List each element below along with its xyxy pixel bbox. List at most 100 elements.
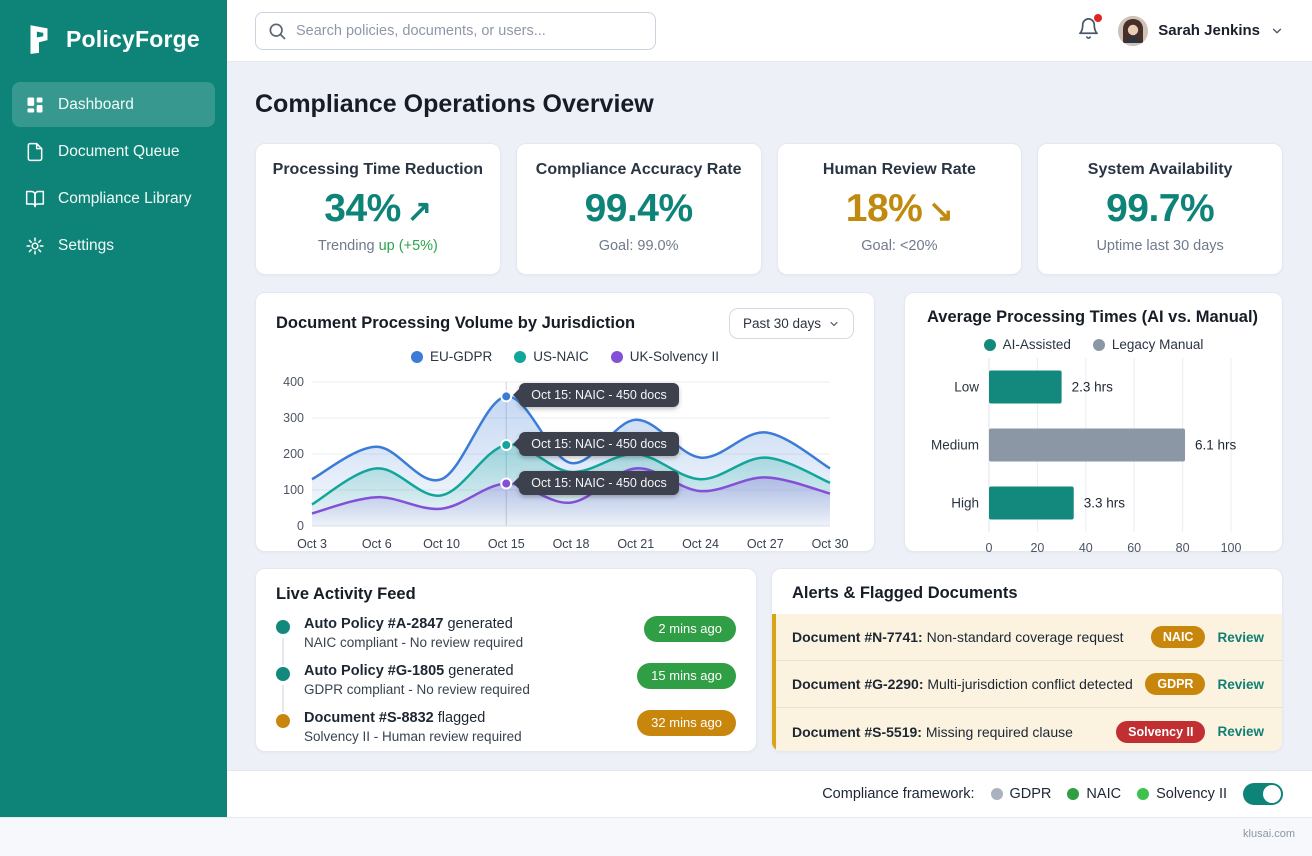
legend-item: AI-Assisted [983,337,1071,352]
time-badge: 2 mins ago [644,616,736,642]
kpi-title: Human Review Rate [822,161,976,178]
user-menu[interactable]: Sarah Jenkins [1118,15,1284,46]
review-link[interactable]: Review [1217,676,1264,692]
legend-item: US-NAIC [514,349,589,364]
svg-text:20: 20 [1030,541,1044,555]
svg-text:High: High [951,496,979,511]
sidebar-item-settings[interactable]: Settings [12,223,215,268]
chart-tooltip: Oct 15: NAIC - 450 docs [513,470,679,495]
svg-text:Oct 24: Oct 24 [682,537,719,551]
topbar-right: Sarah Jenkins [1077,13,1312,46]
status-dot [276,714,290,728]
kpi-title: System Availability [1087,161,1233,178]
svg-text:Oct 30: Oct 30 [812,537,849,551]
kpi-card-availability: System Availability 99.7% Uptime last 30… [1037,143,1283,275]
legend-item: Legacy Manual [1092,337,1203,352]
svg-text:0: 0 [297,519,304,533]
alerts-list: Document #N-7741: Non-standard coverage … [772,614,1282,751]
kpi-card-human-review: Human Review Rate 18% ↘ Goal: <20% [776,143,1023,275]
bottom-row: Live Activity Feed Auto Policy #A-2847 g… [255,568,1283,752]
framework-toggle[interactable] [1243,783,1283,805]
alert-text: Document #N-7741: Non-standard coverage … [792,629,1124,645]
legend-dot [1067,788,1080,800]
kpi-value: 99.4% [584,187,694,230]
brand-logo: PolicyForge [0,0,227,82]
kpi-subtext: Goal: <20% [861,238,938,254]
sidebar-item-document-queue[interactable]: Document Queue [12,129,215,174]
chart-tooltip: Oct 15: NAIC - 450 docs [513,383,679,408]
search-input[interactable] [255,11,656,50]
activity-feed-title: Live Activity Feed [276,585,416,603]
notifications-button[interactable] [1077,13,1103,45]
kpi-value: 99.7% [1106,187,1215,230]
svg-text:Oct 3: Oct 3 [297,537,327,551]
search-icon [269,23,286,39]
times-chart-legend: AI-Assisted Legacy Manual [923,337,1264,352]
search-box [255,11,656,50]
svg-text:60: 60 [1127,541,1141,555]
table-row: Document #N-7741: Non-standard coverage … [776,614,1282,661]
sidebar-item-label: Settings [58,236,115,254]
sidebar-item-label: Document Queue [58,142,180,160]
svg-text:100: 100 [283,483,304,497]
brand-name: PolicyForge [66,25,200,52]
activity-subtitle: GDPR compliant - No review required [304,682,530,697]
legend-item: EU-GDPR [410,349,492,364]
footer-bar: Compliance framework: GDPR NAIC Solvency… [227,770,1312,817]
framework-badge: GDPR [1145,673,1206,695]
svg-text:Oct 6: Oct 6 [362,537,392,551]
times-chart-card: Average Processing Times (AI vs. Manual)… [904,292,1283,555]
time-badge: 32 mins ago [637,710,736,736]
framework-legend-naic: NAIC [1067,786,1121,802]
framework-badge: Solvency II [1116,720,1206,743]
trend-down-arrow-icon: ↘ [928,195,953,228]
bell-icon [1079,17,1099,39]
sidebar-item-compliance-library[interactable]: Compliance Library [12,176,215,221]
legend-item: UK-Solvency II [610,349,719,364]
legend-dot [990,788,1003,800]
status-dot [276,620,290,634]
activity-title: Auto Policy #G-1805 generated [304,663,514,679]
dashboard-grid-icon [27,97,43,112]
sidebar-item-dashboard[interactable]: Dashboard [12,82,215,127]
volume-area-chart[interactable]: 0 100 200 300 400 Oct 3 Oct 6 Oct 10 Oct 15 Oct 1… [272,366,858,561]
settings-gear-icon [26,236,44,255]
svg-text:400: 400 [283,375,304,389]
sidebar: PolicyForge Dashboard Document Queue [0,0,227,817]
range-selector-dropdown[interactable]: Past 30 days [728,308,854,339]
legend-dot [983,338,996,351]
table-row: Document #S-5519: Missing required claus… [776,708,1282,751]
svg-text:Oct 18: Oct 18 [553,537,590,551]
list-item: Auto Policy #A-2847 generated NAIC compl… [276,616,736,665]
legend-dot [514,350,527,363]
kpi-title: Processing Time Reduction [272,161,484,178]
legend-dot [410,350,423,363]
kpi-value: 18% ↘ [845,187,954,230]
volume-chart-title: Document Processing Volume by Jurisdicti… [276,314,636,332]
activity-title: Document #S-8832 flagged [304,710,486,726]
activity-title: Auto Policy #A-2847 generated [304,616,513,632]
svg-text:300: 300 [283,411,304,425]
alerts-title: Alerts & Flagged Documents [792,584,1018,602]
kpi-value: 34% ↗ [324,187,432,230]
chevron-down-icon [830,321,838,326]
timeline-connector [282,685,284,712]
chart-tooltip: Oct 15: NAIC - 450 docs [513,432,679,456]
toggle-knob [1263,785,1281,803]
svg-text:100: 100 [1221,541,1242,555]
alert-text: Document #S-5519: Missing required claus… [792,723,1073,740]
svg-text:2.3 hrs: 2.3 hrs [1072,380,1114,395]
timeline-connector [282,638,284,665]
svg-text:40: 40 [1079,541,1093,555]
review-link[interactable]: Review [1217,629,1264,645]
legend-dot [610,350,623,363]
kpi-card-processing-time: Processing Time Reduction 34% ↗ Trending … [255,143,501,275]
review-link[interactable]: Review [1217,724,1264,739]
alerts-card: Alerts & Flagged Documents Document #N-7… [771,568,1283,752]
document-file-icon [27,142,43,161]
volume-chart-legend: EU-GDPR US-NAIC UK-Solvency II [272,349,858,364]
charts-row: Document Processing Volume by Jurisdicti… [255,292,1283,555]
legend-dot [1092,338,1105,351]
times-bar-chart[interactable]: 0 20 40 60 80 100 Low 2.3 hrs Medium 6.1 hrs High 3… [923,354,1264,565]
